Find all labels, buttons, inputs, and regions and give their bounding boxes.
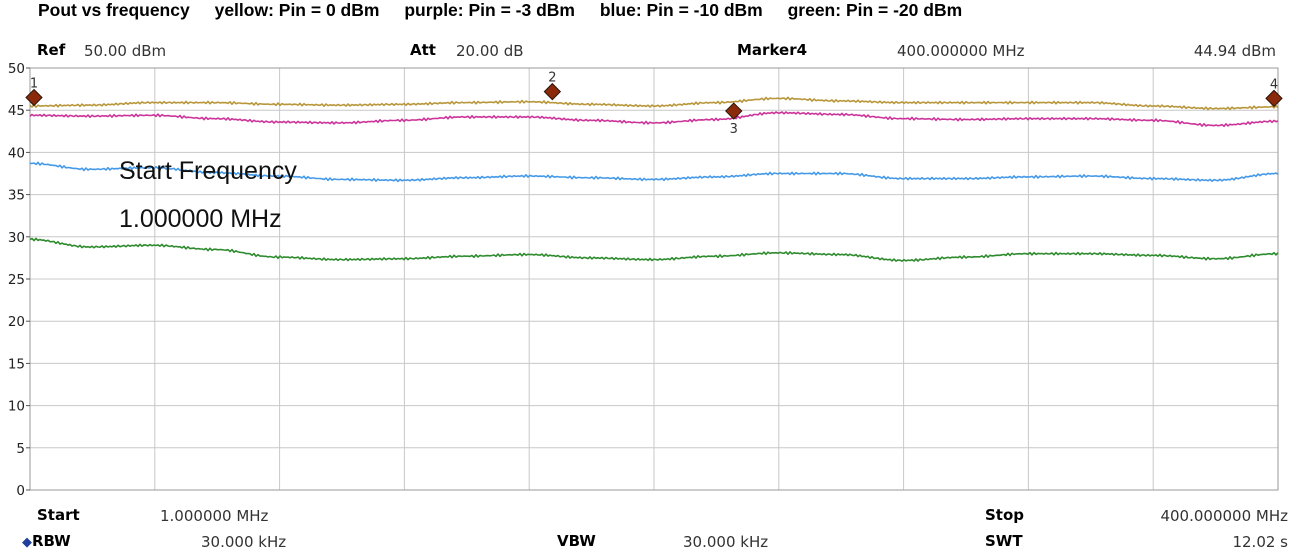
y-tick-label: 30 (8, 230, 25, 246)
start-label: Start (37, 506, 80, 524)
marker-value: 44.94 dBm (1193, 42, 1276, 60)
marker-freq: 400.000000 MHz (897, 42, 1025, 60)
rbw-label: RBW (32, 532, 71, 550)
marker-group: 1 2 3 4 (25, 71, 1283, 137)
att-label: Att (410, 41, 436, 59)
y-axis-ticks: 0 5 10 15 20 25 30 35 40 45 50 (8, 61, 30, 499)
marker-diamond (725, 102, 743, 120)
ref-label: Ref (37, 41, 66, 59)
stop-label: Stop (985, 506, 1025, 524)
legend-purple: purple: Pin = -3 dBm (404, 0, 575, 20)
stop-value: 400.000000 MHz (1160, 507, 1288, 525)
swt-value: 12.02 s (1232, 533, 1288, 551)
y-tick-label: 25 (8, 272, 25, 288)
marker-label: 1 (30, 77, 38, 92)
y-tick-label: 40 (8, 145, 25, 161)
chart-title: Pout vs frequency yellow: Pin = 0 dBm pu… (38, 0, 982, 21)
marker-diamond (543, 82, 562, 101)
y-tick-label: 5 (16, 441, 25, 457)
y-tick-label: 35 (8, 188, 25, 204)
ref-value: 50.00 dBm (84, 42, 167, 60)
y-tick-label: 20 (8, 314, 25, 330)
trace-line (29, 237, 1279, 262)
y-tick-label: 0 (16, 483, 25, 499)
trace-line (29, 161, 1279, 183)
annotation-line1: Start Frequency (119, 157, 297, 185)
title-main: Pout vs frequency (38, 0, 190, 20)
rbw-value: 30.000 kHz (201, 533, 287, 551)
swt-label: SWT (985, 532, 1023, 550)
marker-diamond (25, 88, 43, 107)
start-value: 1.000000 MHz (160, 507, 269, 525)
legend-green: green: Pin = -20 dBm (787, 0, 963, 20)
y-tick-label: 45 (8, 103, 25, 119)
marker-label: 4 (1270, 77, 1278, 92)
annotation-line2: 1.000000 MHz (119, 205, 282, 233)
trace-lines (29, 96, 1279, 262)
marker-label: 3 (730, 122, 738, 137)
vbw-value: 30.000 kHz (683, 533, 769, 551)
marker-label: 2 (548, 71, 556, 86)
rbw-diamond-icon: ◆ (22, 535, 32, 550)
y-tick-label: 15 (8, 356, 25, 372)
y-tick-label: 50 (8, 61, 25, 77)
legend-yellow: yellow: Pin = 0 dBm (214, 0, 380, 20)
vbw-label: VBW (557, 532, 596, 550)
marker-label: Marker4 (737, 41, 808, 59)
rbw-label-wrap: ◆RBW (22, 532, 71, 550)
y-tick-label: 10 (8, 399, 25, 415)
plot-grid (29, 67, 1279, 491)
marker-diamond (1265, 89, 1283, 108)
trace-line (29, 96, 1279, 111)
att-value: 20.00 dB (456, 42, 524, 60)
trace-line (29, 111, 1279, 128)
legend-blue: blue: Pin = -10 dBm (599, 0, 763, 20)
